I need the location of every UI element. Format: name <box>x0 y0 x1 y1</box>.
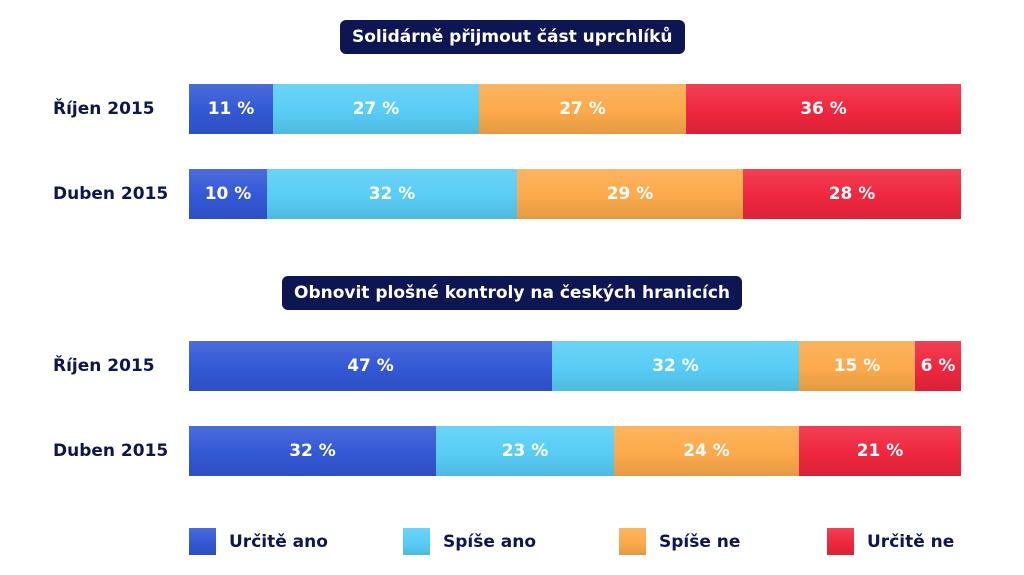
bar-segment: 32 % <box>189 426 436 476</box>
data-label: 27 % <box>352 99 400 119</box>
category-label: Duben 2015 <box>53 184 169 204</box>
data-label: 10 % <box>204 184 252 204</box>
bar-segment: 10 % <box>189 169 267 219</box>
category-label: Říjen 2015 <box>53 99 155 119</box>
data-label: 32 % <box>368 184 416 204</box>
bar-segment: 24 % <box>614 426 799 476</box>
category-label: Říjen 2015 <box>53 356 155 376</box>
data-label: 23 % <box>501 441 549 461</box>
data-label: 27 % <box>559 99 606 119</box>
data-label: 15 % <box>833 356 881 376</box>
bar-segment: 36 % <box>686 84 961 134</box>
chart-title: Obnovit plošné kontroly na českých hrani… <box>282 276 743 310</box>
data-label: 36 % <box>800 99 847 119</box>
data-label: 32 % <box>652 356 699 376</box>
legend-swatch <box>619 528 646 555</box>
bar-segment: 21 % <box>799 426 961 476</box>
bar-segment: 27 % <box>479 84 686 134</box>
data-label: 32 % <box>289 441 336 461</box>
bar-segment: 28 % <box>743 169 961 219</box>
bar-segment: 11 % <box>189 84 273 134</box>
data-label: 28 % <box>828 184 876 204</box>
data-label: 11 % <box>207 99 255 119</box>
bar-segment: 29 % <box>517 169 743 219</box>
data-label: 21 % <box>856 441 904 461</box>
bar-segment: 15 % <box>799 341 915 391</box>
legend-swatch <box>189 528 216 555</box>
bar-segment: 27 % <box>273 84 479 134</box>
chart-title: Solidárně přijmout část uprchlíků <box>340 20 685 54</box>
legend-swatch <box>827 528 854 555</box>
bar-segment: 32 % <box>267 169 517 219</box>
bar-segment: 23 % <box>436 426 614 476</box>
legend-label: Určitě ne <box>867 532 955 552</box>
category-label: Duben 2015 <box>53 441 169 461</box>
legend-label: Spíše ne <box>659 532 741 552</box>
data-label: 24 % <box>683 441 730 461</box>
bar-segment: 47 % <box>189 341 552 391</box>
data-label: 29 % <box>606 184 654 204</box>
legend-label: Určitě ano <box>229 532 328 552</box>
legend-swatch <box>403 528 430 555</box>
data-label: 6 % <box>920 356 956 376</box>
legend-label: Spíše ano <box>443 532 537 552</box>
bar-segment: 32 % <box>552 341 799 391</box>
data-label: 47 % <box>347 356 394 376</box>
bar-segment: 6 % <box>915 341 961 391</box>
